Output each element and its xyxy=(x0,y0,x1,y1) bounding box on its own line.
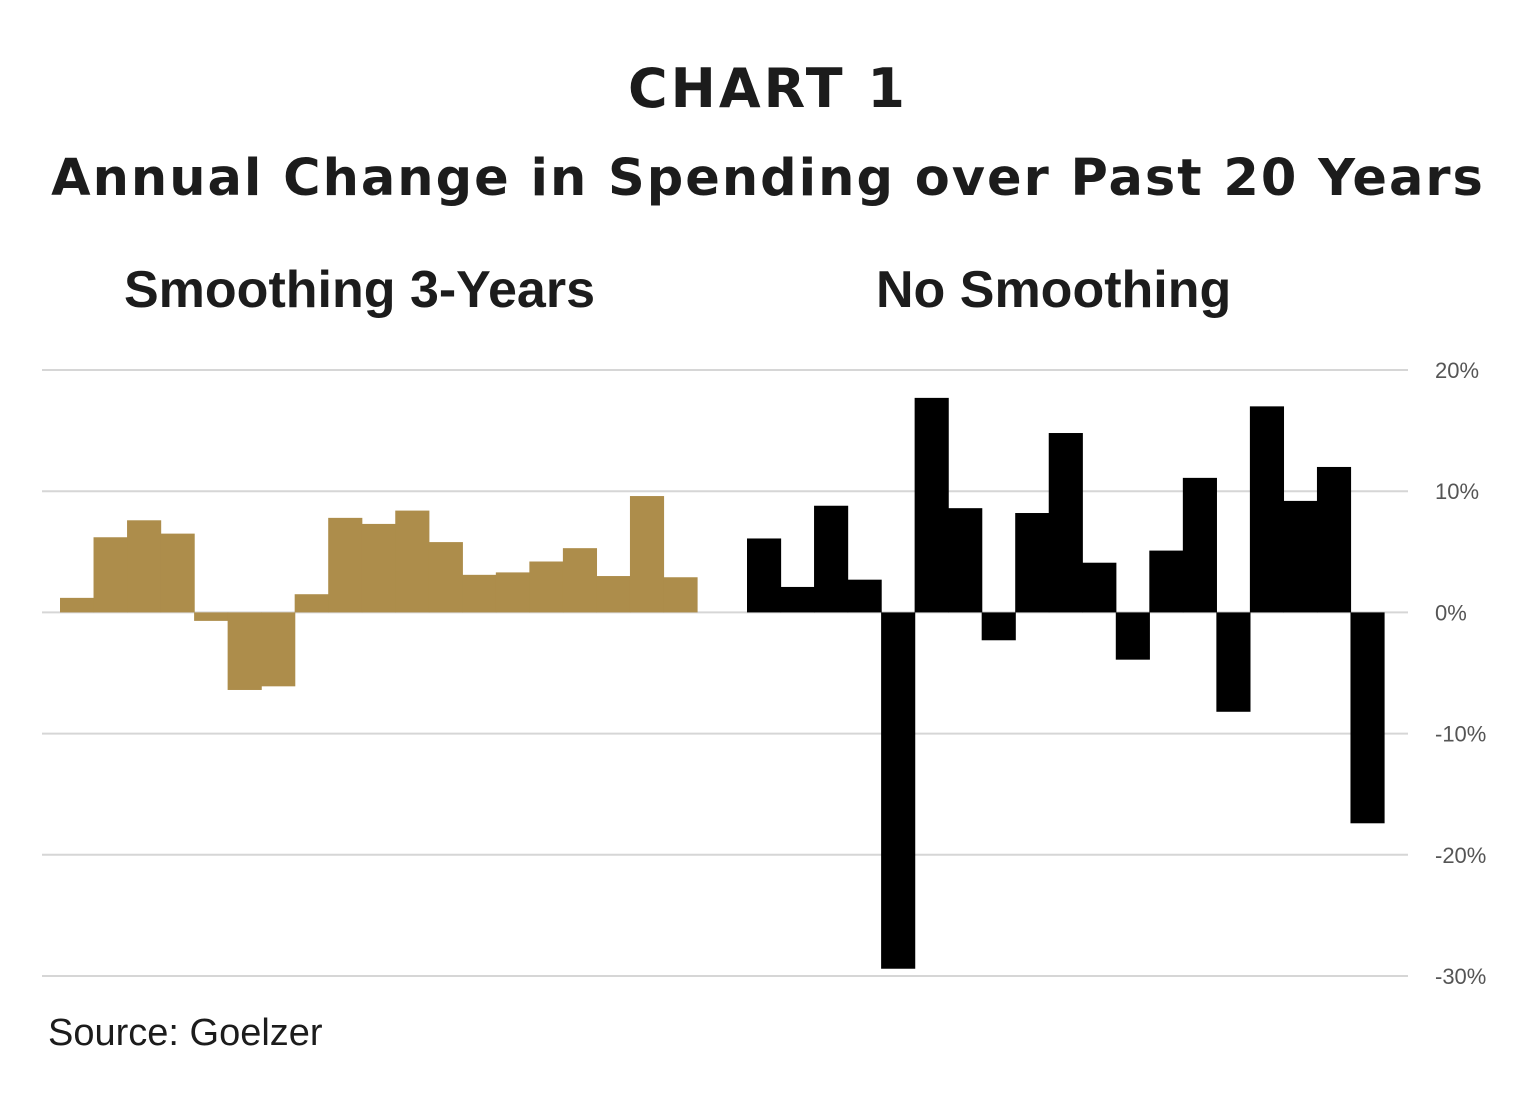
smoothed-bar xyxy=(328,517,363,613)
source-note: Source: Goelzer xyxy=(48,1012,323,1054)
smoothed-bar xyxy=(227,612,262,690)
unsmoothed-bar xyxy=(1115,612,1150,660)
unsmoothed-bar xyxy=(1316,466,1352,613)
smoothed-bar xyxy=(629,496,665,613)
unsmoothed-bar xyxy=(780,586,815,613)
unsmoothed-bars xyxy=(747,397,1385,969)
unsmoothed-bar xyxy=(1216,612,1251,712)
unsmoothed-bar xyxy=(948,508,983,613)
y-axis-ticks: 20% 10% 0% -10% -20% -30% xyxy=(1435,358,1486,989)
smoothed-panel-title: Smoothing 3-Years xyxy=(124,261,595,319)
unsmoothed-bar xyxy=(914,397,949,613)
smoothed-bar xyxy=(93,537,128,613)
smoothed-bar xyxy=(462,574,497,613)
unsmoothed-bar xyxy=(1182,477,1217,613)
unsmoothed-bar xyxy=(847,579,882,613)
chart-title: Annual Change in Spending over Past 20 Y… xyxy=(51,149,1485,208)
unsmoothed-bar xyxy=(1283,500,1318,613)
smoothed-bar xyxy=(160,533,195,613)
unsmoothed-bar xyxy=(1048,433,1083,613)
smoothed-bar xyxy=(395,510,430,613)
smoothed-bars xyxy=(60,496,698,690)
unsmoothed-panel-title: No Smoothing xyxy=(876,261,1232,319)
smoothed-bar xyxy=(596,576,631,613)
chart-label: CHART 1 xyxy=(628,57,908,120)
smoothed-bar xyxy=(294,594,329,613)
smoothed-bar xyxy=(428,542,463,613)
smoothed-bar xyxy=(127,520,162,613)
unsmoothed-bar xyxy=(1350,612,1385,824)
unsmoothed-bar xyxy=(1082,562,1117,613)
smoothed-bar xyxy=(663,577,698,613)
unsmoothed-bar xyxy=(981,612,1016,641)
y-tick-label: -10% xyxy=(1435,722,1486,747)
unsmoothed-bar xyxy=(1015,513,1050,613)
unsmoothed-bar xyxy=(1149,550,1184,613)
smoothed-bar xyxy=(495,572,530,613)
y-tick-label: 0% xyxy=(1435,600,1467,625)
y-tick-label: 10% xyxy=(1435,479,1479,504)
y-tick-label: 20% xyxy=(1435,358,1479,383)
smoothed-bar xyxy=(60,597,95,613)
unsmoothed-bar xyxy=(881,612,916,969)
smoothed-bar xyxy=(194,612,229,621)
y-tick-label: -20% xyxy=(1435,843,1486,868)
smoothed-bar xyxy=(529,561,564,613)
unsmoothed-bar xyxy=(747,538,782,613)
smoothed-bar xyxy=(562,548,598,613)
y-tick-label: -30% xyxy=(1435,964,1486,989)
unsmoothed-bar xyxy=(1249,406,1285,613)
smoothed-bar xyxy=(361,523,396,613)
smoothed-bar xyxy=(261,612,296,687)
unsmoothed-bar xyxy=(814,505,849,613)
